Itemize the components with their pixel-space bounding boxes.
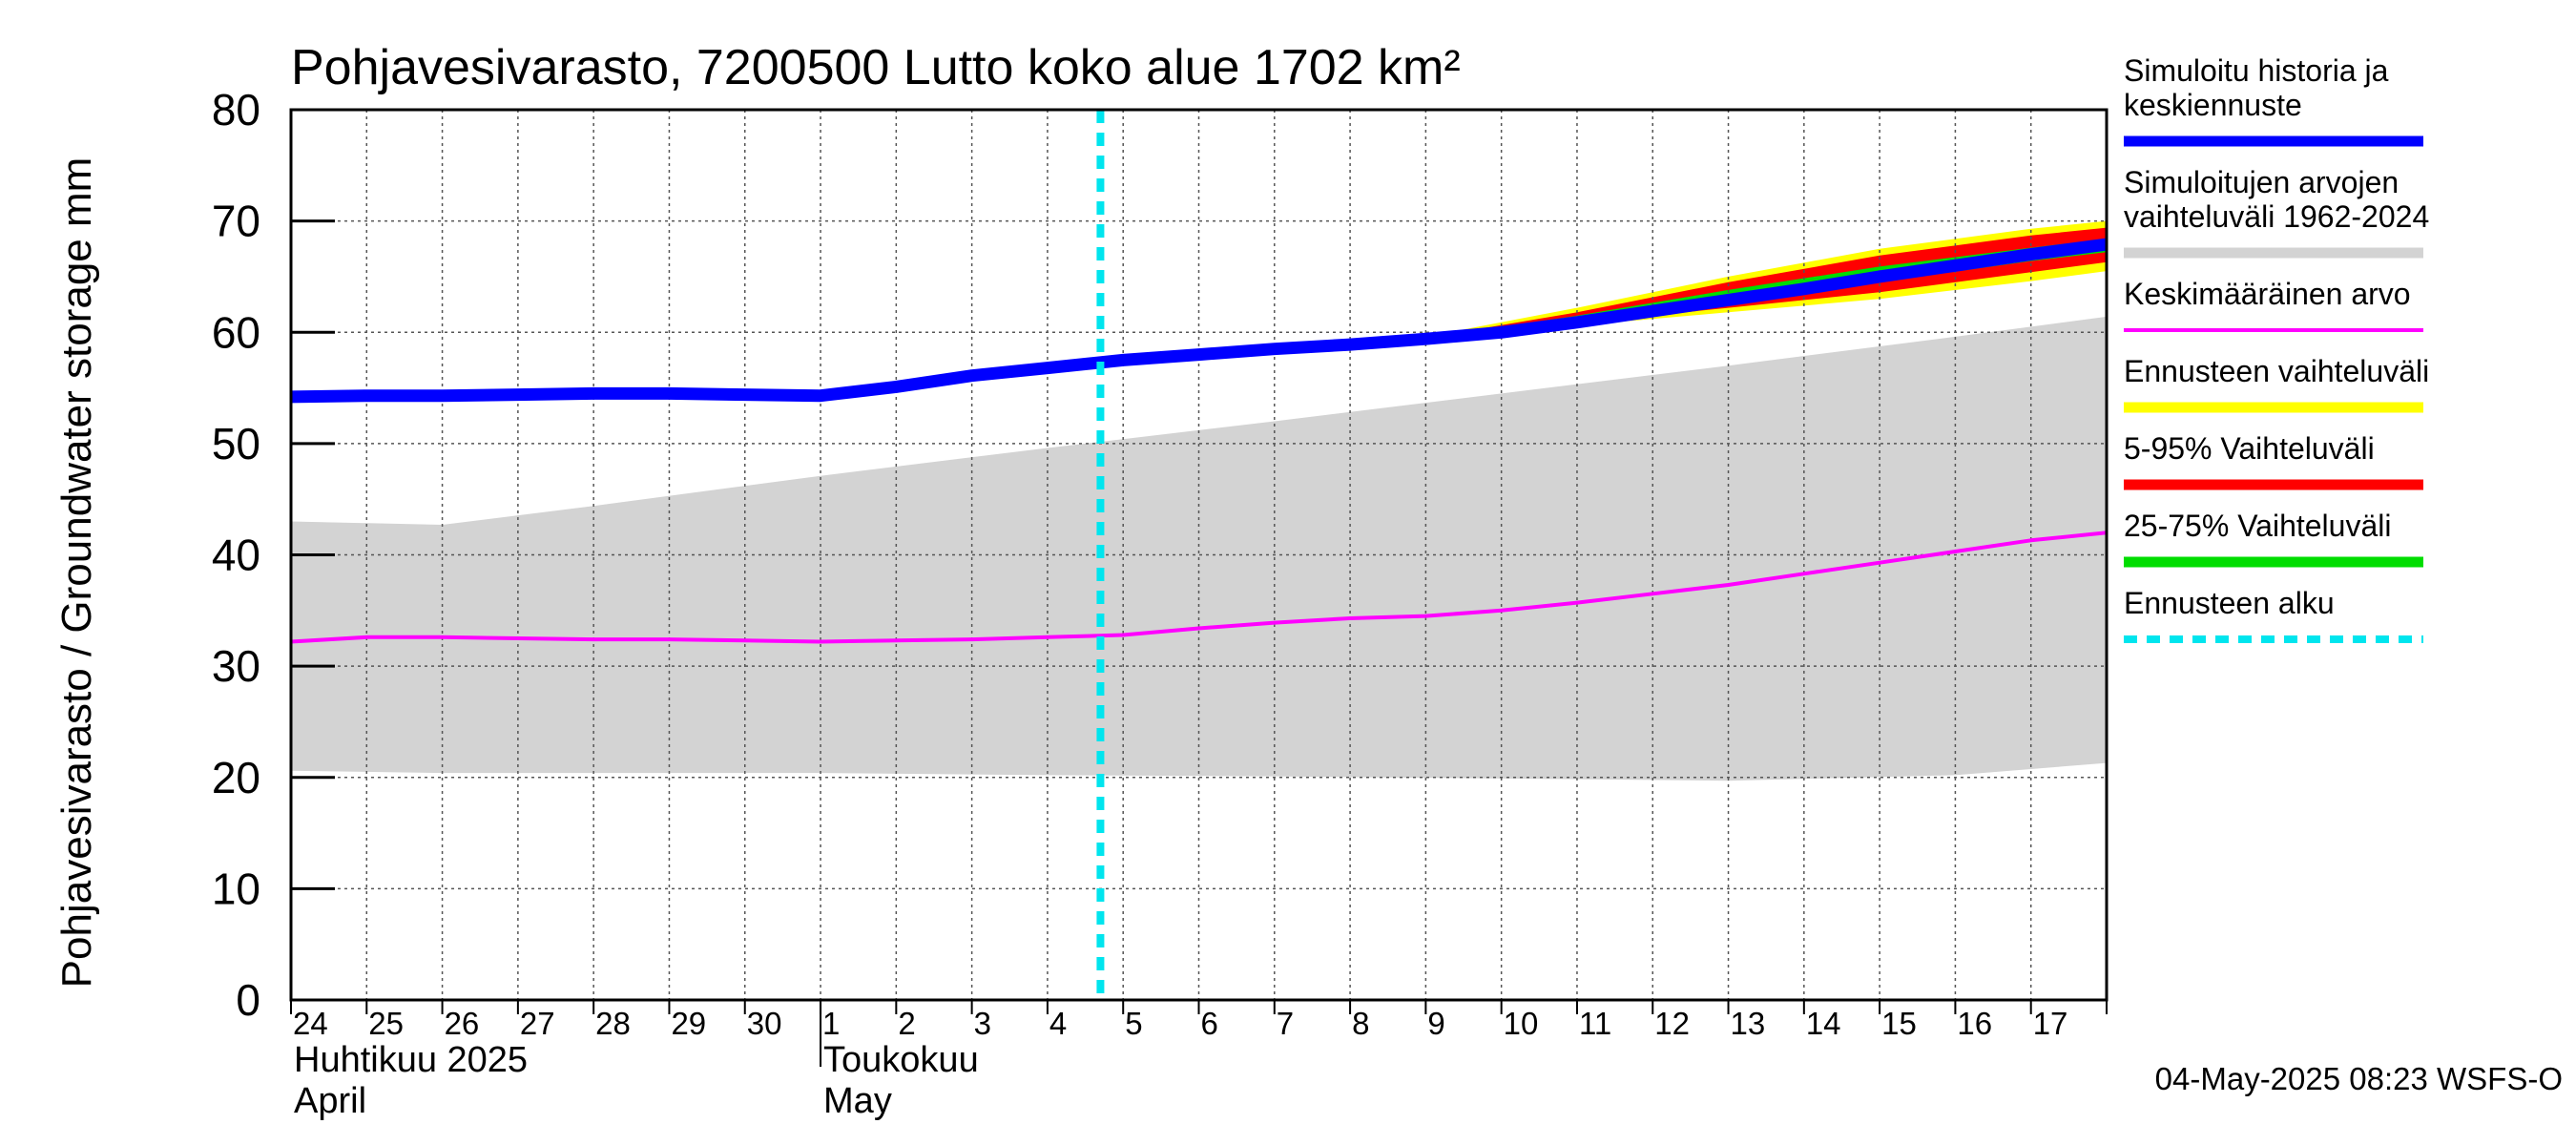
legend-label: 25-75% Vaihteluväli xyxy=(2124,509,2391,543)
legend-label-line: Keskimääräinen arvo xyxy=(2124,277,2411,311)
month-label-fi: Toukokuu xyxy=(823,1040,979,1080)
lines-layer xyxy=(290,110,2108,1000)
timestamp: 04-May-2025 08:23 WSFS-O xyxy=(2155,1061,2563,1096)
x-tick-label: 14 xyxy=(1806,1006,1841,1041)
legend-label-line: Simuloitu historia ja xyxy=(2124,53,2389,88)
legend-label-line: Simuloitujen arvojen xyxy=(2124,165,2399,199)
y-tick-label: 50 xyxy=(212,419,260,468)
x-tick-label: 6 xyxy=(1201,1006,1218,1041)
y-tick-label: 30 xyxy=(212,641,260,691)
x-tick-label: 25 xyxy=(368,1006,404,1041)
grid-layer xyxy=(291,110,2107,1000)
legend-label-line: 25-75% Vaihteluväli xyxy=(2124,509,2391,543)
x-tick-label: 7 xyxy=(1277,1006,1294,1041)
legend-label: Keskimääräinen arvo xyxy=(2124,277,2411,311)
legend-label-line: Ennusteen alku xyxy=(2124,586,2335,620)
legend-label: Simuloitujen arvojen vaihteluväli 1962-20… xyxy=(2124,165,2429,234)
x-tick-label: 12 xyxy=(1654,1006,1690,1041)
series-keskim-r-inen-arvo xyxy=(290,531,2108,644)
x-tick-label: 16 xyxy=(1957,1006,1992,1041)
chart-title: Pohjavesivarasto, 7200500 Lutto koko alu… xyxy=(291,40,1461,95)
legend-label: Ennusteen alku xyxy=(2124,586,2335,620)
x-tick-label: 13 xyxy=(1731,1006,1766,1041)
x-tick-label: 24 xyxy=(293,1006,328,1041)
y-tick-label: 70 xyxy=(212,197,260,246)
x-tick-label: 1 xyxy=(822,1006,840,1041)
y-tick-label: 10 xyxy=(212,864,260,913)
month-label-en: April xyxy=(294,1081,366,1121)
legend-label: Simuloitu historia ja keskiennuste xyxy=(2124,53,2389,122)
y-tick-label: 40 xyxy=(212,531,260,580)
x-tick-label: 4 xyxy=(1049,1006,1067,1041)
x-tick-label: 5 xyxy=(1125,1006,1142,1041)
legend-label: 5-95% Vaihteluväli xyxy=(2124,431,2375,466)
legend-label-line: vaihteluväli 1962-2024 xyxy=(2124,199,2429,234)
x-tick-label: 29 xyxy=(671,1006,706,1041)
series-simuloitu-historia-ja-keskiennuste xyxy=(290,238,2108,404)
x-tick-label: 17 xyxy=(2033,1006,2068,1041)
x-tick-label: 26 xyxy=(445,1006,480,1041)
x-tick-label: 10 xyxy=(1504,1006,1539,1041)
y-tick-label: 0 xyxy=(236,975,260,1025)
band-5-95-vaihteluv-li xyxy=(1425,227,2107,339)
month-label-fi: Huhtikuu 2025 xyxy=(294,1040,528,1080)
y-tick-label: 20 xyxy=(212,753,260,802)
x-tick-label: 11 xyxy=(1579,1006,1611,1041)
x-tick-label: 3 xyxy=(974,1006,991,1041)
legend-label: Ennusteen vaihteluväli xyxy=(2124,354,2429,388)
x-tick-label: 9 xyxy=(1427,1006,1444,1041)
x-tick-label: 15 xyxy=(1881,1006,1917,1041)
legend-label-line: Ennusteen vaihteluväli xyxy=(2124,354,2429,388)
x-tick-label: 8 xyxy=(1352,1006,1369,1041)
x-tick-label: 30 xyxy=(747,1006,782,1041)
y-axis-label: Pohjavesivarasto / Groundwater storage m… xyxy=(53,157,100,989)
month-label-en: May xyxy=(823,1081,892,1121)
x-tick-label: 2 xyxy=(898,1006,915,1041)
legend-label-line: 5-95% Vaihteluväli xyxy=(2124,431,2375,466)
x-tick-label: 28 xyxy=(595,1006,631,1041)
y-tick-label: 60 xyxy=(212,307,260,357)
legend: Simuloitu historia ja keskiennusteSimuloi… xyxy=(2124,53,2429,643)
legend-label-line: keskiennuste xyxy=(2124,88,2302,122)
y-tick-label: 80 xyxy=(212,85,260,135)
x-tick-label: 27 xyxy=(520,1006,555,1041)
